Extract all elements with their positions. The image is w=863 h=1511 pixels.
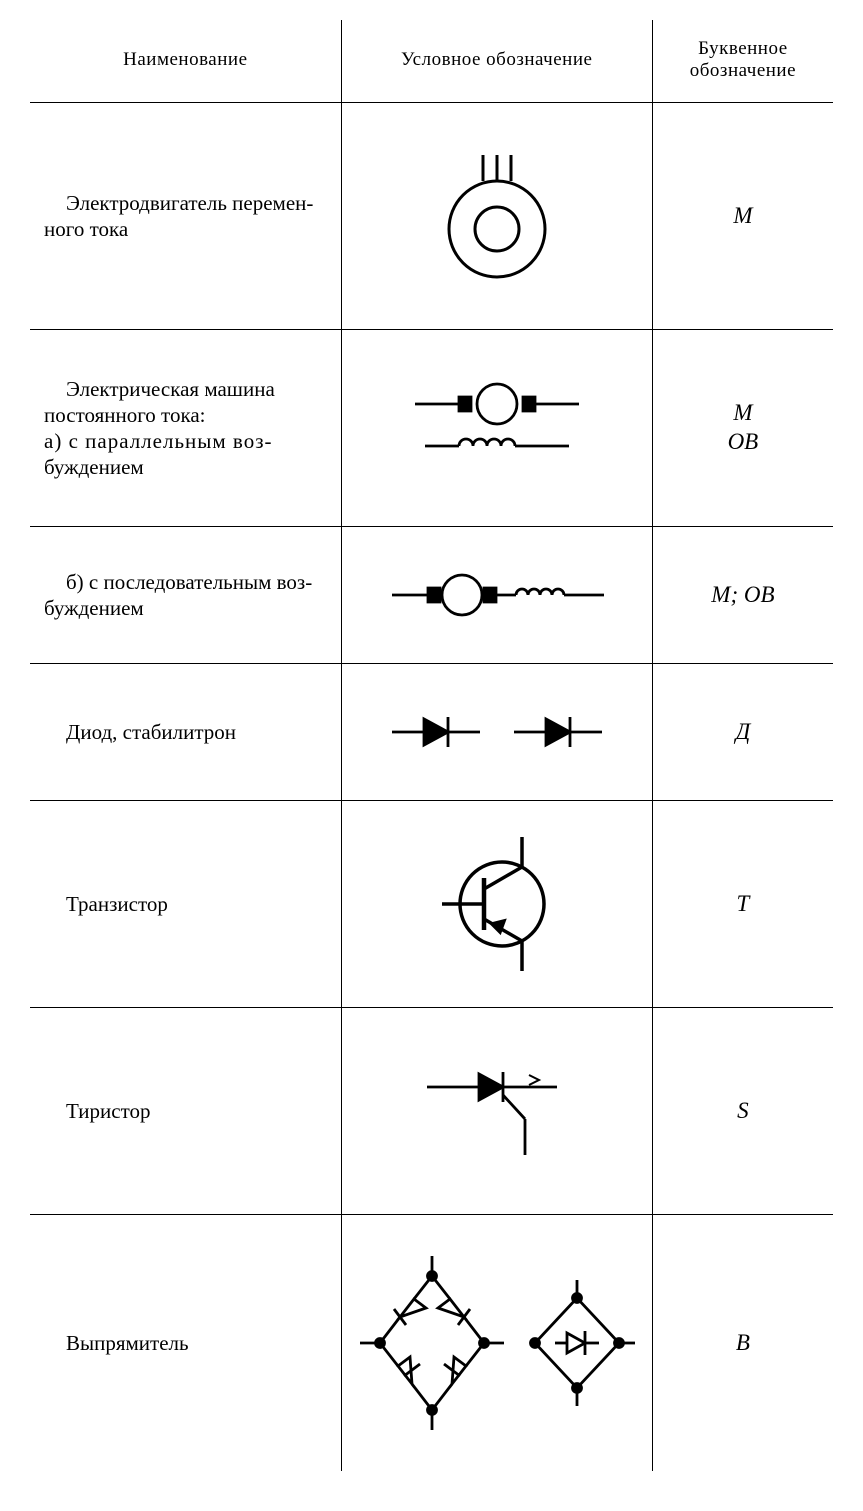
letter-cell: S [652, 1008, 833, 1215]
table-row: Электрическая машина постоянного тока: а… [30, 330, 833, 527]
table-row: Диод, стабилитрон Д [30, 664, 833, 801]
table-row: Транзистор [30, 801, 833, 1008]
dc-motor-series-icon [382, 560, 612, 630]
rectifier-icon [352, 1248, 642, 1438]
header-name: Наименование [30, 20, 341, 103]
transistor-icon [412, 829, 582, 979]
dc-motor-shunt-icon [397, 368, 597, 488]
letter-cell: М [652, 103, 833, 330]
symbols-table: Наименование Условное обозначение Буквен… [30, 20, 833, 1471]
name-cell: б) с последовательным воз- буждением [30, 527, 341, 664]
symbol-cell [341, 664, 652, 801]
header-symbol: Условное обозначение [341, 20, 652, 103]
header-letter: Буквенное обозначение [652, 20, 833, 103]
thyristor-icon [407, 1051, 587, 1171]
symbol-cell [341, 103, 652, 330]
symbol-cell [341, 330, 652, 527]
symbol-cell [341, 527, 652, 664]
name-cell: Тиристор [30, 1008, 341, 1215]
table-row: Выпрямитель [30, 1215, 833, 1472]
letter-cell: В [652, 1215, 833, 1472]
name-cell: Транзистор [30, 801, 341, 1008]
name-cell: Выпрямитель [30, 1215, 341, 1472]
letter-cell: Т [652, 801, 833, 1008]
table-row: б) с последовательным воз- буждением М; … [30, 527, 833, 664]
symbol-cell [341, 1008, 652, 1215]
name-cell: Электродвигатель перемен- ного тока [30, 103, 341, 330]
table-row: Электродвигатель перемен- ного тока М [30, 103, 833, 330]
symbol-cell [341, 1215, 652, 1472]
name-cell: Электрическая машина постоянного тока: а… [30, 330, 341, 527]
table-row: Тиристор S [30, 1008, 833, 1215]
diode-pair-icon [382, 702, 612, 762]
name-cell: Диод, стабилитрон [30, 664, 341, 801]
letter-cell: М; ОВ [652, 527, 833, 664]
letter-cell: М ОВ [652, 330, 833, 527]
table-header-row: Наименование Условное обозначение Буквен… [30, 20, 833, 103]
ac-motor-icon [417, 141, 577, 291]
symbol-cell [341, 801, 652, 1008]
letter-cell: Д [652, 664, 833, 801]
